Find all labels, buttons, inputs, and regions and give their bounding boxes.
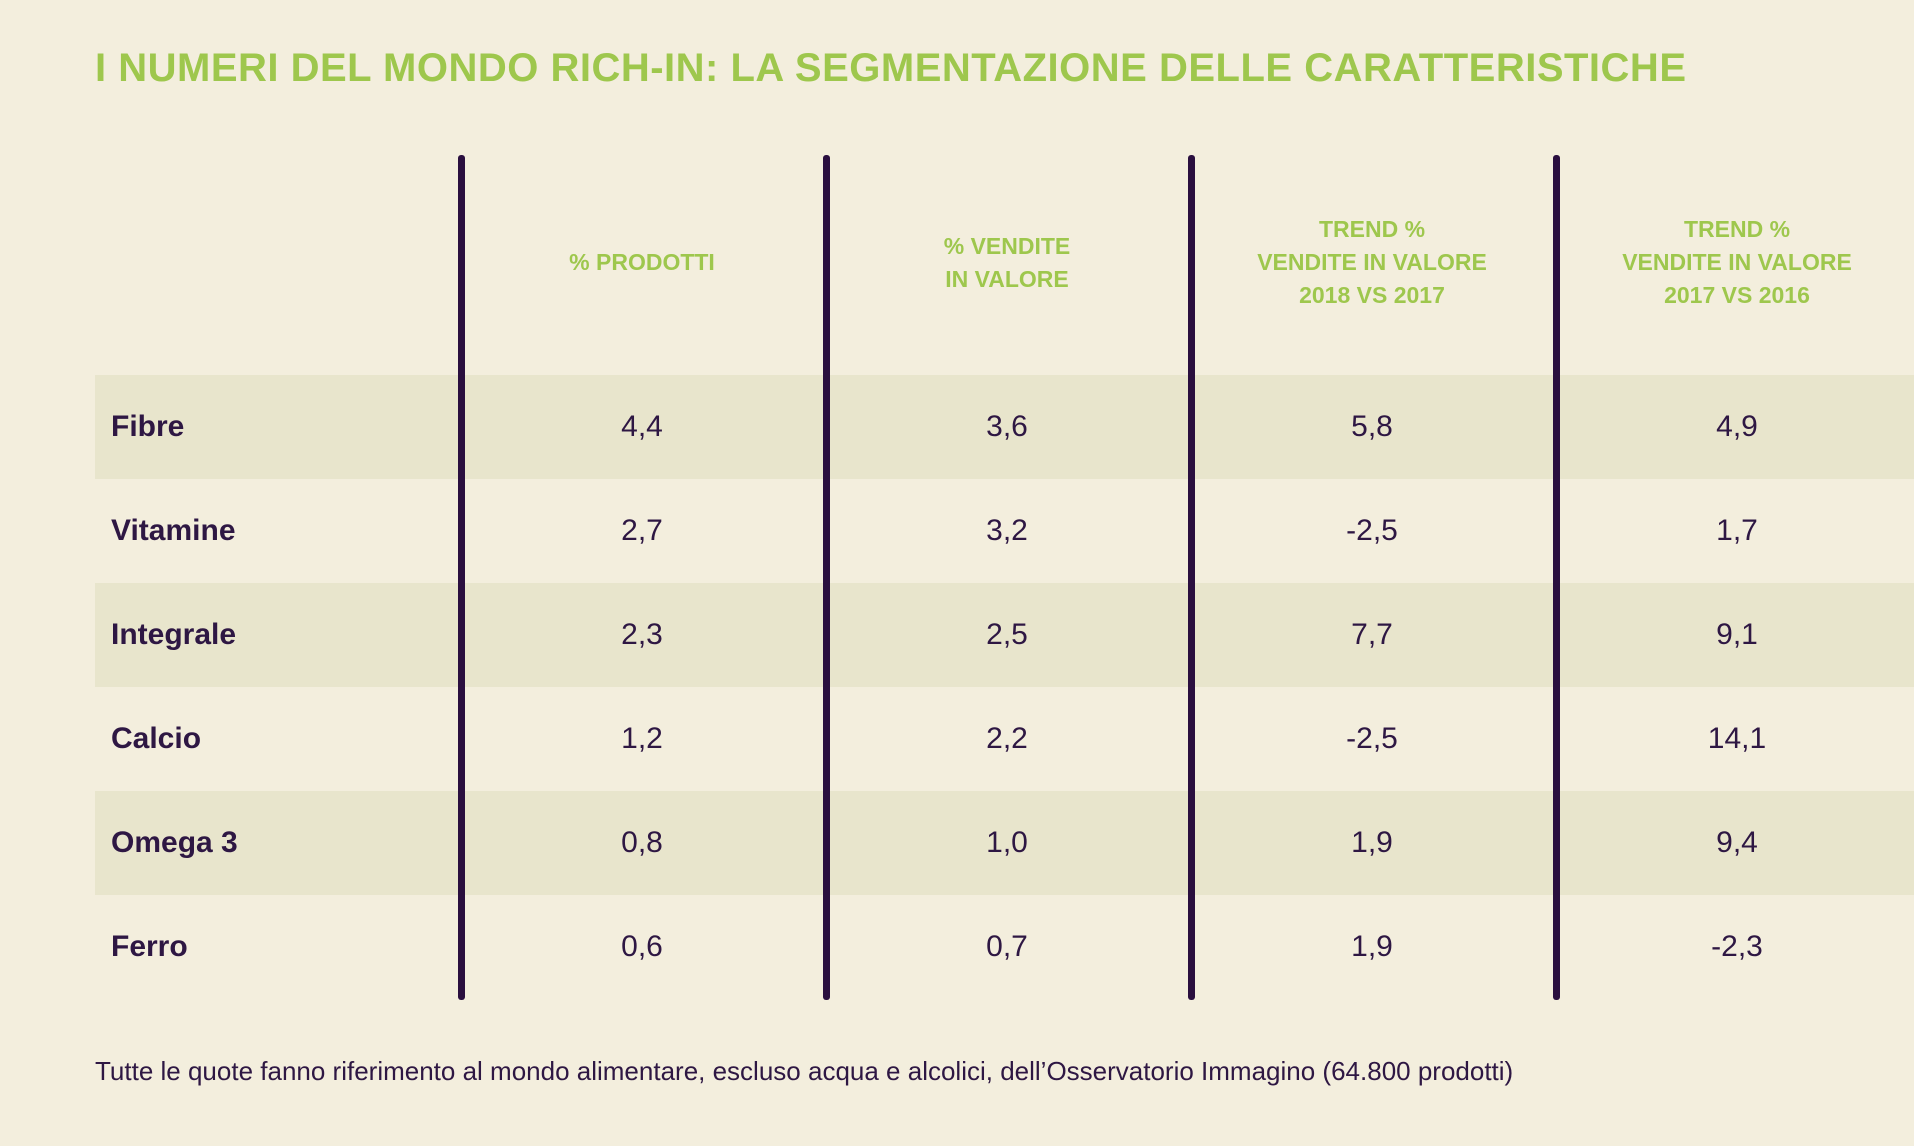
column-divider <box>458 155 465 1000</box>
table-row: Integrale 2,3 2,5 7,7 9,1 <box>95 583 1914 687</box>
table-cell: -2,5 <box>1346 514 1398 547</box>
footnote: Tutte le quote fanno riferimento al mond… <box>95 1056 1514 1086</box>
table-cell: 4,9 <box>1716 410 1758 443</box>
table-cell: 9,4 <box>1716 826 1758 859</box>
table-cell: 2,2 <box>986 722 1028 755</box>
table-cell: 5,8 <box>1351 410 1393 443</box>
row-label: Omega 3 <box>111 826 238 859</box>
page-title: I NUMERI DEL MONDO RICH-IN: LA SEGMENTAZ… <box>95 46 1687 90</box>
table-cell: 1,9 <box>1351 826 1393 859</box>
data-table: % PRODOTTI % VENDITE IN VALORE TREND % VEN… <box>95 150 1914 1005</box>
table-header-row: % PRODOTTI % VENDITE IN VALORE TREND % VEN… <box>95 150 1914 375</box>
table-row: Ferro 0,6 0,7 1,9 -2,3 <box>95 895 1914 999</box>
table-row: Omega 3 0,8 1,0 1,9 9,4 <box>95 791 1914 895</box>
table-cell: 2,5 <box>986 618 1028 651</box>
table-cell: -2,3 <box>1711 930 1763 963</box>
table-row: Vitamine 2,7 3,2 -2,5 1,7 <box>95 479 1914 583</box>
column-divider <box>1553 155 1560 1000</box>
table-cell: 1,0 <box>986 826 1028 859</box>
table-cell: 0,6 <box>621 930 663 963</box>
table-cell: 9,1 <box>1716 618 1758 651</box>
column-divider <box>823 155 830 1000</box>
table-cell: 0,8 <box>621 826 663 859</box>
table-cell: 1,2 <box>621 722 663 755</box>
row-label: Calcio <box>111 722 202 755</box>
table-row: Calcio 1,2 2,2 -2,5 14,1 <box>95 687 1914 791</box>
row-label: Integrale <box>111 618 237 651</box>
column-header: % VENDITE IN VALORE <box>943 232 1071 292</box>
table-cell: 3,2 <box>986 514 1028 547</box>
table-cell: 1,7 <box>1716 514 1758 547</box>
table-cell: 0,7 <box>986 930 1028 963</box>
column-header: TREND % VENDITE IN VALORE 2017 VS 2016 <box>1622 216 1852 308</box>
column-divider <box>1188 155 1195 1000</box>
row-label: Fibre <box>111 410 185 443</box>
table-row: Fibre 4,4 3,6 5,8 4,9 <box>95 375 1914 479</box>
table-cell: -2,5 <box>1346 722 1398 755</box>
table-cell: 2,3 <box>621 618 663 651</box>
row-label: Vitamine <box>111 514 236 547</box>
column-header: % PRODOTTI <box>569 249 715 275</box>
table-cell: 3,6 <box>986 410 1028 443</box>
table-cell: 2,7 <box>621 514 663 547</box>
column-header: TREND % VENDITE IN VALORE 2018 VS 2017 <box>1257 216 1487 308</box>
table-cell: 14,1 <box>1707 722 1767 755</box>
table-cell: 4,4 <box>621 410 663 443</box>
table-cell: 7,7 <box>1351 618 1393 651</box>
table-cell: 1,9 <box>1351 930 1393 963</box>
row-label: Ferro <box>111 930 188 963</box>
